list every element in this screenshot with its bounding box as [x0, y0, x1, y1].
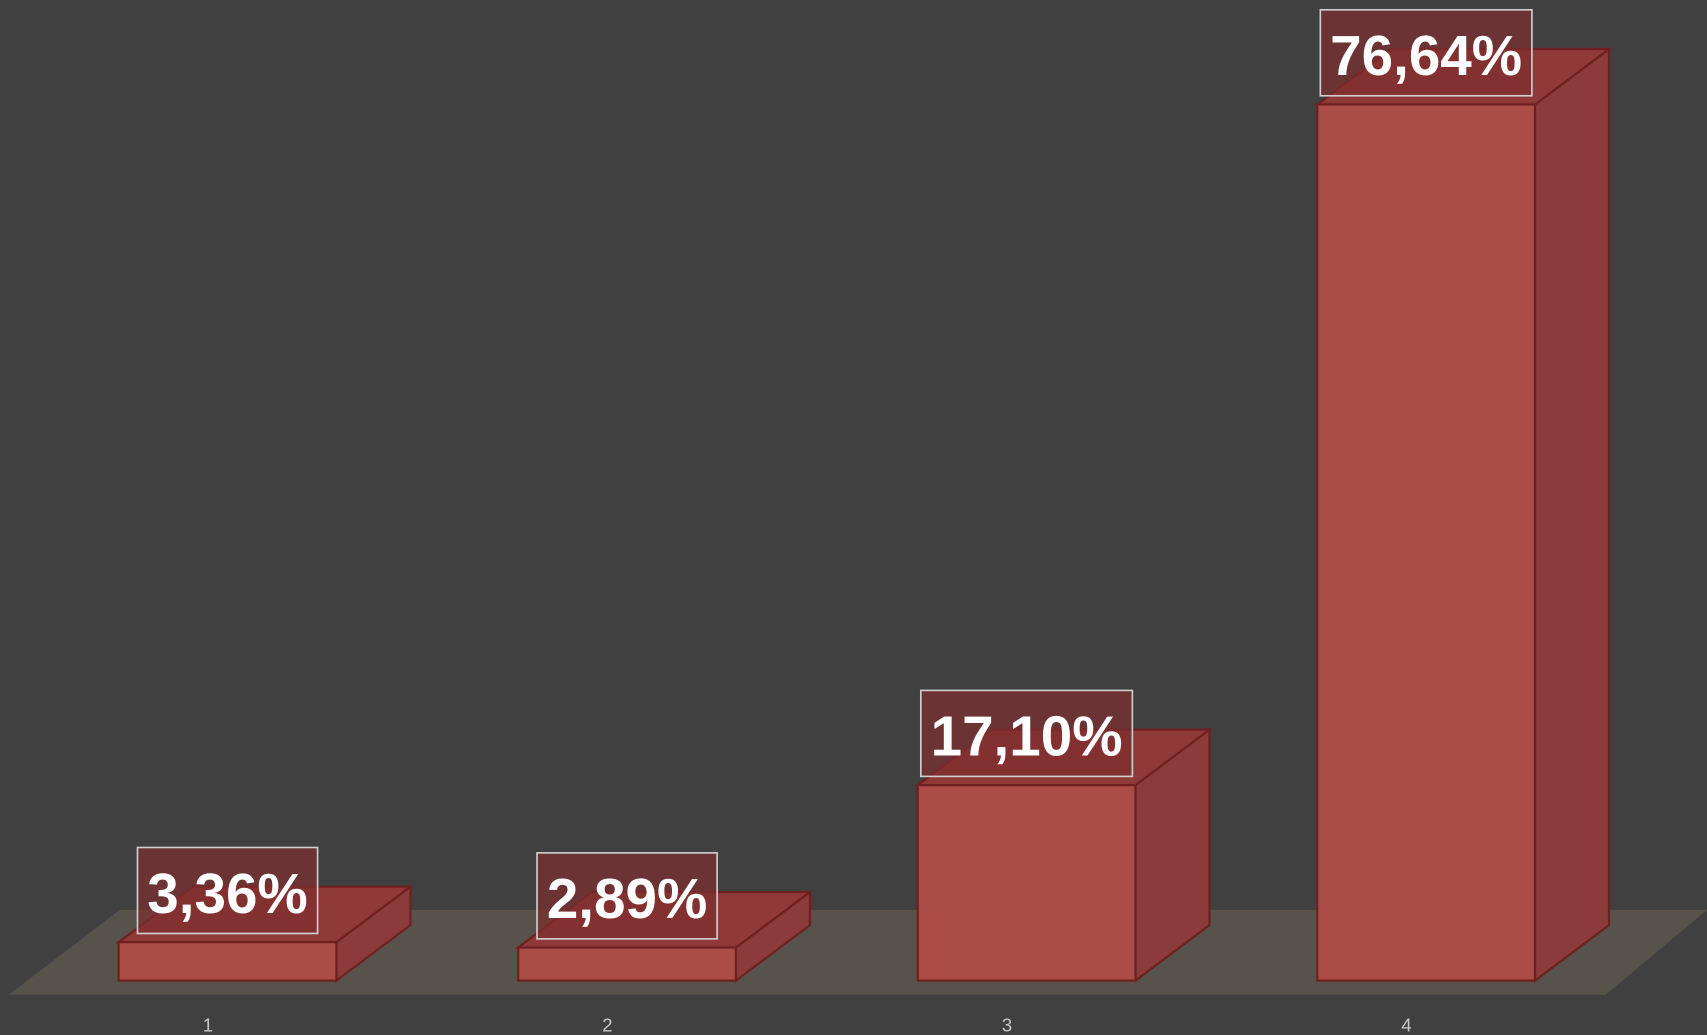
bar [916, 784, 1137, 982]
value-label: 3,36% [147, 862, 307, 925]
value-label: 17,10% [931, 705, 1123, 768]
value-label-box [136, 846, 319, 935]
bar-side [1533, 46, 1611, 983]
value-label-box [919, 689, 1134, 778]
x-tick-label: 3 [1002, 1015, 1012, 1035]
value-label: 76,64% [1330, 24, 1522, 87]
floor [8, 909, 1707, 995]
bar [517, 946, 738, 982]
bar [117, 941, 338, 982]
value-label: 2,89% [547, 867, 707, 930]
bar [1316, 103, 1537, 982]
x-tick-label: 1 [203, 1015, 213, 1035]
x-tick-label: 4 [1401, 1015, 1411, 1035]
value-label-box [1319, 8, 1533, 97]
x-tick-label: 2 [602, 1015, 612, 1035]
value-label-box [536, 852, 718, 940]
